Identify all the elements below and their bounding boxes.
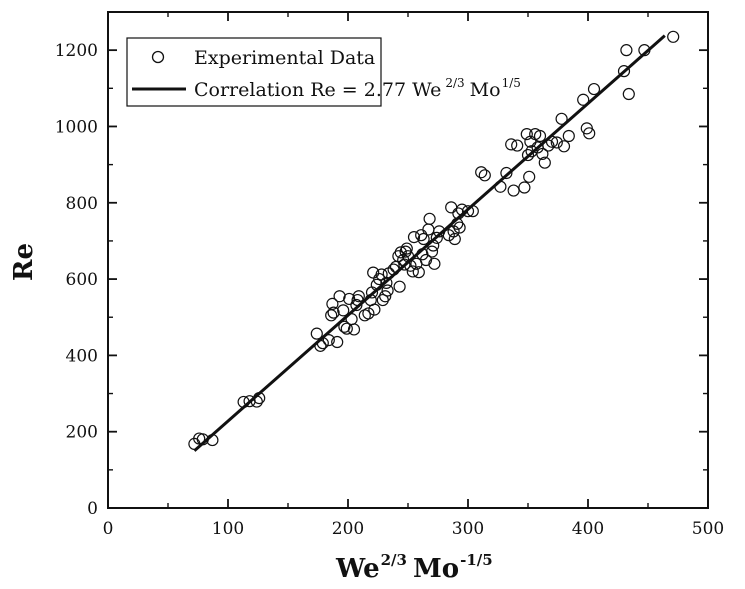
data-point (445, 201, 458, 214)
legend-label-correlation: Correlation Re = 2.77 We 2/3 Mo1/5 (194, 76, 521, 101)
data-point (347, 323, 361, 336)
data-point (337, 304, 350, 317)
data-point (500, 166, 513, 180)
data-point (415, 229, 428, 242)
data-point (327, 306, 340, 319)
x-tick-label: 400 (572, 519, 604, 539)
y-tick-label: 0 (87, 499, 98, 519)
legend-correlation-sup2: 1/5 (502, 76, 521, 90)
data-point (667, 30, 680, 43)
legend-correlation-sup1: 2/3 (445, 76, 464, 90)
data-point (507, 184, 520, 197)
data-point (379, 290, 392, 303)
data-point (511, 139, 524, 152)
legend-correlation-prefix: Correlation Re = 2.77 We (194, 79, 441, 101)
data-point (475, 166, 488, 179)
x-tick-label: 500 (692, 519, 724, 539)
data-point (448, 232, 461, 246)
data-point (400, 242, 413, 255)
data-point (453, 221, 466, 234)
data-point (620, 44, 633, 57)
data-point (523, 170, 536, 183)
data-point (536, 147, 549, 161)
data-point (587, 82, 601, 96)
y-tick-label: 800 (66, 194, 98, 214)
data-point (333, 290, 346, 303)
y-ticks: 0 200 400 600 800 1000 1200 (55, 41, 708, 519)
y-axis-title: Re (9, 243, 39, 281)
y-tick-label: 1000 (55, 117, 98, 137)
data-point (350, 298, 363, 312)
y-tick-label: 200 (66, 423, 98, 443)
data-point (617, 65, 631, 78)
correlation-line-group (193, 34, 666, 452)
data-point (406, 265, 419, 278)
data-point (398, 258, 411, 271)
data-point (394, 246, 407, 259)
data-point (430, 231, 443, 244)
data-point (622, 87, 635, 101)
data-point (583, 127, 596, 140)
data-point (533, 129, 547, 143)
data-point (343, 292, 356, 306)
data-point (505, 138, 518, 151)
data-points (188, 30, 680, 451)
data-point (310, 327, 323, 340)
data-point (478, 169, 491, 182)
data-point (419, 253, 433, 267)
data-point (381, 284, 394, 297)
x-axis-title-base1: We (335, 554, 380, 584)
x-tick-label: 200 (332, 519, 364, 539)
data-point (325, 309, 338, 322)
data-point (393, 280, 406, 293)
x-axis-title-sup2: -1/5 (460, 551, 493, 569)
data-point (368, 303, 381, 316)
x-tick-label: 300 (452, 519, 484, 539)
legend-marker-experimental (151, 50, 165, 64)
data-point (555, 112, 568, 125)
data-point (557, 140, 571, 153)
data-point (423, 212, 436, 225)
data-point (520, 127, 533, 141)
x-ticks: 0 100 200 300 400 500 (103, 12, 724, 539)
x-tick-label: 0 (103, 519, 114, 539)
data-point (338, 320, 351, 333)
data-point (521, 148, 535, 162)
legend-box (126, 37, 382, 107)
legend-label-experimental: Experimental Data (194, 47, 375, 69)
data-point (362, 307, 375, 320)
legend: Experimental Data Correlation Re = 2.77 … (126, 37, 521, 107)
data-point (322, 334, 335, 347)
data-point (407, 231, 421, 244)
y-tick-label: 1200 (55, 41, 98, 61)
data-point (577, 93, 590, 106)
data-point (380, 276, 393, 289)
y-tick-label: 600 (66, 270, 98, 290)
correlation-line (193, 34, 666, 452)
data-point (518, 181, 531, 194)
data-point (425, 245, 439, 258)
x-axis-title-sup1: 2/3 (381, 551, 407, 569)
data-point (417, 232, 430, 246)
data-point (461, 205, 475, 218)
data-point (428, 257, 441, 270)
data-point (550, 136, 563, 149)
data-point (331, 335, 344, 349)
data-point (422, 223, 435, 236)
data-point (326, 297, 339, 310)
data-point (447, 225, 460, 238)
data-point (412, 266, 425, 279)
data-point (538, 156, 551, 169)
x-tick-label: 100 (212, 519, 244, 539)
data-point (562, 129, 575, 143)
x-axis-title-base2: Mo (413, 554, 459, 584)
data-point (340, 322, 353, 335)
y-tick-label: 400 (66, 346, 98, 366)
x-axis-title: We2/3 Mo-1/5 (335, 551, 493, 584)
legend-correlation-mid: Mo (470, 79, 501, 101)
data-point (352, 290, 365, 303)
